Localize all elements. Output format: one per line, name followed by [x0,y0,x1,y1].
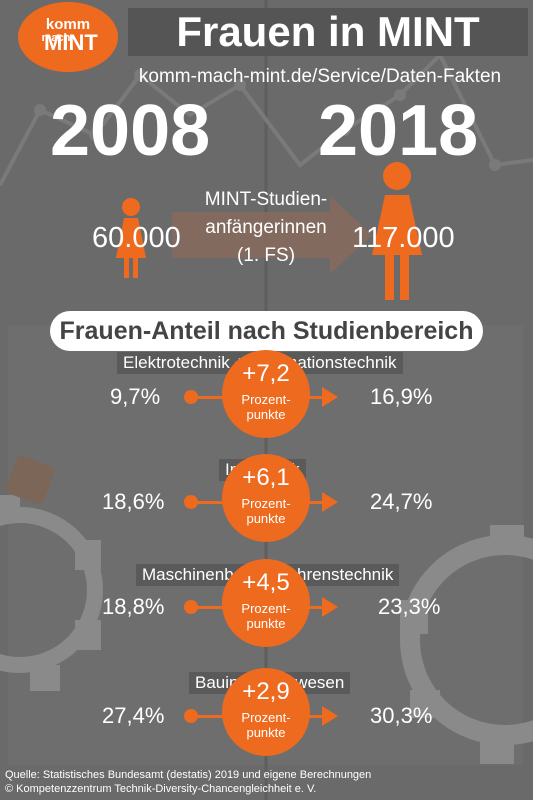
share-2018: 30,3% [370,703,433,728]
change-unit: Prozent-punkte [241,392,291,422]
mint-label-line-3: (1. FS) [236,245,296,266]
page-title: Frauen in MINT [128,8,528,56]
change-value: +2,9 [242,678,290,705]
logo-text-2: mach [41,32,71,44]
share-2008: 18,6% [102,489,165,514]
change-badge: +7,2 Prozent-punkte [222,350,310,438]
source-note: Quelle: Statistisches Bundesamt (destati… [5,768,525,796]
brand-logo: komm mach MINT [18,2,118,72]
change-value: +4,5 [242,569,290,596]
woman-icon-small [116,198,146,278]
source-line-2: © Kompetenzzentrum Technik-Diversity-Cha… [5,783,317,795]
change-unit: Prozent-punkte [241,710,291,740]
share-2008: 9,7% [110,384,161,409]
count-left: 60.000 [92,222,181,254]
source-url: komm-mach-mint.de/Service/Daten-Fakten [138,66,502,87]
arrow-head-icon [322,706,338,726]
share-2018: 24,7% [370,489,433,514]
mint-label-line-1: MINT-Studien- [204,189,328,210]
source-line-1: Quelle: Statistisches Bundesamt (destati… [5,769,372,781]
change-value: +6,1 [242,464,290,491]
change-unit: Prozent-punkte [241,496,291,526]
change-badge: +4,5 Prozent-punkte [222,559,310,647]
section-title: Frauen-Anteil nach Studienbereich [50,311,483,351]
share-2018: 23,3% [378,594,441,619]
mint-label-line-2: anfängerinnen [205,217,327,238]
share-2008: 18,8% [102,594,165,619]
change-value: +7,2 [242,360,290,387]
share-2008: 27,4% [102,703,165,728]
share-2018: 16,9% [370,384,433,409]
arrow-head-icon [322,597,338,617]
change-badge: +2,9 Prozent-punkte [222,668,310,756]
count-right: 117.000 [352,222,455,254]
arrow-head-icon [322,387,338,407]
change-unit: Prozent-punkte [241,601,291,631]
year-left: 2008 [50,91,211,171]
change-badge: +6,1 Prozent-punkte [222,454,310,542]
logo-text-1: komm [45,16,91,33]
arrow-head-icon [322,492,338,512]
year-right: 2018 [318,91,479,171]
logo-text-3: MINT [44,30,98,55]
woman-icon-large [372,162,422,300]
mint-label: MINT-Studien- anfängerinnen (1. FS) [196,186,336,270]
